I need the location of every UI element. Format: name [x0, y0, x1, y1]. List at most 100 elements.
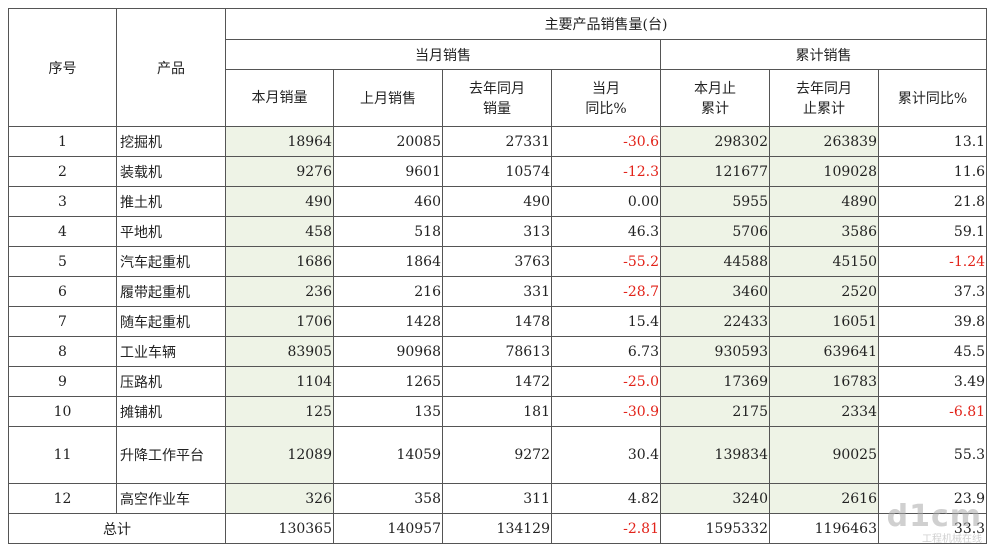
total-ytd: 1595332 [660, 513, 770, 544]
cell-this-month: 1686 [225, 246, 334, 277]
table-row: 7 随车起重机 1706 1428 1478 15.4 22433 16051 39.8 [8, 306, 988, 337]
header-month-yoy: 当月 同比% [551, 69, 661, 127]
header-product: 产品 [116, 8, 226, 127]
cell-month-yoy: 6.73 [551, 336, 661, 367]
cell-ly-month: 311 [442, 483, 552, 514]
cell-last-month: 9601 [333, 156, 443, 187]
watermark-sub: 工程机械在线 [922, 534, 982, 545]
table-header: 序号 产品 主要产品销售量(台) 当月销售 累计销售 本月销量 上月销售 去年同… [8, 8, 988, 127]
total-label: 总计 [8, 513, 226, 544]
total-ly-month: 134129 [442, 513, 552, 544]
table-row: 6 履带起重机 236 216 331 -28.7 3460 2520 37.3 [8, 276, 988, 307]
cell-this-month: 18964 [225, 126, 334, 157]
total-this-month: 130365 [225, 513, 334, 544]
cell-ytd-yoy: 37.3 [877, 276, 988, 307]
cell-ytd-yoy: 23.9 [877, 483, 988, 514]
cell-no: 1 [8, 126, 117, 157]
cell-product: 随车起重机 [116, 306, 226, 337]
cell-ytd-yoy: 55.3 [877, 426, 988, 484]
cell-ytd: 3240 [660, 483, 770, 514]
cell-ly-ytd: 16783 [769, 366, 879, 397]
header-seq: 序号 [8, 8, 117, 127]
cell-product: 挖掘机 [116, 126, 226, 157]
cell-ly-ytd: 16051 [769, 306, 879, 337]
cell-product: 摊铺机 [116, 396, 226, 427]
cell-ly-ytd: 639641 [769, 336, 879, 367]
cell-ytd: 22433 [660, 306, 770, 337]
cell-ly-ytd: 90025 [769, 426, 879, 484]
cell-month-yoy: -12.3 [551, 156, 661, 187]
cell-ly-month: 181 [442, 396, 552, 427]
cell-this-month: 83905 [225, 336, 334, 367]
cell-ly-ytd: 2616 [769, 483, 879, 514]
cell-ly-ytd: 109028 [769, 156, 879, 187]
cell-last-month: 460 [333, 186, 443, 217]
cell-this-month: 490 [225, 186, 334, 217]
cell-last-month: 216 [333, 276, 443, 307]
cell-ytd: 3460 [660, 276, 770, 307]
cell-no: 4 [8, 216, 117, 247]
cell-no: 10 [8, 396, 117, 427]
cell-this-month: 9276 [225, 156, 334, 187]
cell-ytd: 5955 [660, 186, 770, 217]
cell-product: 平地机 [116, 216, 226, 247]
cell-month-yoy: -28.7 [551, 276, 661, 307]
cell-product: 升降工作平台 [116, 426, 226, 484]
header-group-title: 主要产品销售量(台) [224, 8, 988, 40]
cell-last-month: 358 [333, 483, 443, 514]
cell-last-month: 518 [333, 216, 443, 247]
cell-month-yoy: 30.4 [551, 426, 661, 484]
table-row: 3 推土机 490 460 490 0.00 5955 4890 21.8 [8, 186, 988, 217]
cell-this-month: 458 [225, 216, 334, 247]
cell-month-yoy: 0.00 [551, 186, 661, 217]
cell-ytd-yoy: 21.8 [877, 186, 988, 217]
table-row: 9 压路机 1104 1265 1472 -25.0 17369 16783 3.49 [8, 366, 988, 397]
cell-ly-month: 10574 [442, 156, 552, 187]
table-row: 5 汽车起重机 1686 1864 3763 -55.2 44588 45150 -1.24 [8, 246, 988, 277]
cell-ytd: 930593 [660, 336, 770, 367]
cell-ly-ytd: 3586 [769, 216, 879, 247]
total-ly-ytd: 1196463 [769, 513, 879, 544]
cell-product: 装载机 [116, 156, 226, 187]
total-last-month: 140957 [333, 513, 443, 544]
header-month-group: 当月销售 [225, 39, 661, 70]
cell-month-yoy: -25.0 [551, 366, 661, 397]
cell-month-yoy: -30.9 [551, 396, 661, 427]
cell-this-month: 12089 [225, 426, 334, 484]
cell-month-yoy: 46.3 [551, 216, 661, 247]
header-cumulative-group: 累计销售 [659, 39, 988, 70]
cell-product: 工业车辆 [116, 336, 226, 367]
cell-this-month: 125 [225, 396, 334, 427]
cell-ly-ytd: 4890 [769, 186, 879, 217]
cell-ly-month: 9272 [442, 426, 552, 484]
table-row: 11 升降工作平台 12089 14059 9272 30.4 139834 90025 55.… [8, 426, 988, 484]
cell-ly-ytd: 45150 [769, 246, 879, 277]
cell-product: 推土机 [116, 186, 226, 217]
cell-ytd-yoy: 45.5 [877, 336, 988, 367]
cell-ytd: 139834 [660, 426, 770, 484]
cell-month-yoy: -55.2 [551, 246, 661, 277]
cell-ytd: 5706 [660, 216, 770, 247]
cell-month-yoy: 15.4 [551, 306, 661, 337]
table-row: 10 摊铺机 125 135 181 -30.9 2175 2334 -6.81 [8, 396, 988, 427]
cell-ytd: 17369 [660, 366, 770, 397]
sales-table: 序号 产品 主要产品销售量(台) 当月销售 累计销售 本月销量 上月销售 去年同… [8, 8, 988, 544]
cell-ytd-yoy: 59.1 [877, 216, 988, 247]
cell-last-month: 90968 [333, 336, 443, 367]
cell-month-yoy: 4.82 [551, 483, 661, 514]
header-ytd: 本月止 累计 [660, 69, 770, 127]
cell-product: 汽车起重机 [116, 246, 226, 277]
cell-ytd-yoy: -1.24 [877, 246, 988, 277]
cell-ly-month: 313 [442, 216, 552, 247]
header-last-month: 上月销售 [333, 69, 443, 127]
cell-no: 3 [8, 186, 117, 217]
cell-last-month: 1265 [333, 366, 443, 397]
cell-this-month: 1706 [225, 306, 334, 337]
cell-no: 12 [8, 483, 117, 514]
cell-ly-month: 1478 [442, 306, 552, 337]
cell-ly-ytd: 263839 [769, 126, 879, 157]
cell-product: 履带起重机 [116, 276, 226, 307]
header-ly-ytd: 去年同月 止累计 [769, 69, 879, 127]
total-month-yoy: -2.81 [551, 513, 661, 544]
cell-month-yoy: -30.6 [551, 126, 661, 157]
